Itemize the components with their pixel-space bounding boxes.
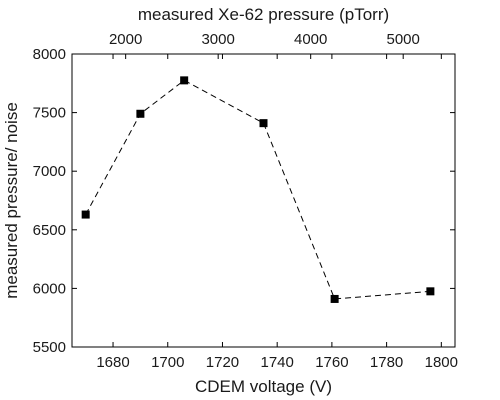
data-point	[426, 287, 434, 295]
top-tick-label: 4000	[294, 31, 327, 48]
top-tick-label: 3000	[201, 31, 234, 48]
data-point	[82, 211, 90, 219]
data-point	[260, 119, 268, 127]
x-tick-label: 1720	[206, 354, 239, 371]
y-tick-label: 8000	[33, 46, 66, 63]
x-tick-label: 1760	[315, 354, 348, 371]
top-axis-tick-labels: 2000 3000 4000 5000	[109, 31, 420, 48]
y-axis-tick-labels: 5500 6000 6500 7000 7500 8000	[33, 46, 66, 356]
y-tick-label: 6500	[33, 222, 66, 239]
top-axis-label: measured Xe-62 pressure (pTorr)	[138, 5, 389, 24]
x-tick-label: 1740	[260, 354, 293, 371]
y-axis-ticks	[72, 54, 455, 347]
series-group	[82, 76, 435, 303]
x-tick-label: 1700	[151, 354, 184, 371]
y-axis-label: measured pressure/ noise	[2, 102, 21, 299]
y-tick-label: 5500	[33, 339, 66, 356]
x-axis-tick-labels: 1680 1700 1720 1740 1760 1780 1800	[96, 354, 458, 371]
data-point	[136, 110, 144, 118]
data-point	[180, 76, 188, 84]
plot-frame	[72, 54, 455, 347]
data-point	[331, 295, 339, 303]
x-axis-ticks	[113, 54, 441, 347]
x-tick-label: 1800	[425, 354, 458, 371]
y-tick-label: 7500	[33, 105, 66, 122]
x-axis-label: CDEM voltage (V)	[195, 377, 332, 396]
y-tick-label: 6000	[33, 280, 66, 297]
top-tick-label: 5000	[387, 31, 420, 48]
x-tick-label: 1680	[96, 354, 129, 371]
top-tick-label: 2000	[109, 31, 142, 48]
x-tick-label: 1780	[370, 354, 403, 371]
y-tick-label: 7000	[33, 163, 66, 180]
